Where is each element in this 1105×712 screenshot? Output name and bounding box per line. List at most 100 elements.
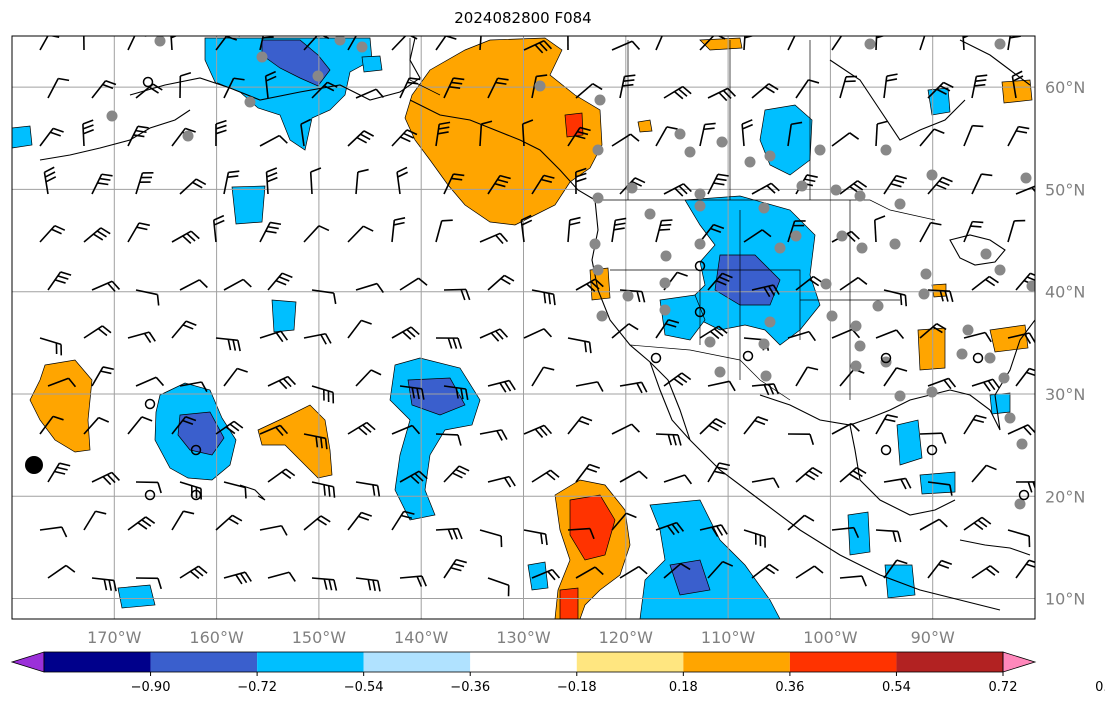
wind-barb [927, 81, 954, 99]
latitude-label: 50°N [1045, 180, 1085, 199]
wind-barb [127, 516, 156, 531]
wind-barb [963, 414, 987, 435]
wind-barb [264, 70, 277, 99]
station-filled [684, 146, 696, 158]
station-filled [760, 370, 772, 382]
border-provinces [627, 40, 811, 200]
wind-barb [655, 219, 673, 243]
wind-barb [347, 36, 357, 51]
wind-barb [575, 278, 604, 292]
wind-barb [267, 272, 293, 291]
station-filled [312, 70, 324, 82]
wind-barb [309, 167, 322, 195]
wind-barb [355, 577, 381, 592]
station-filled [660, 250, 672, 262]
wind-barb [699, 122, 716, 147]
wind-barb [839, 75, 858, 99]
wind-barb [223, 481, 247, 499]
wind-barb [962, 36, 970, 51]
wind-barb [795, 275, 823, 291]
wind-barb [487, 475, 516, 488]
wind-barb [919, 323, 947, 339]
wind-barb [311, 577, 338, 591]
station-filled [820, 278, 832, 290]
colorbar-bin [896, 652, 1003, 672]
latitude-label: 20°N [1045, 487, 1085, 506]
wind-barb [223, 77, 245, 99]
wind-barb [300, 118, 312, 147]
wind-barb [883, 477, 912, 490]
station-open [190, 489, 202, 501]
station-filled [826, 310, 838, 322]
station-filled [256, 51, 268, 63]
station-open [144, 489, 156, 501]
station-open [144, 398, 156, 410]
station-open [926, 444, 938, 456]
wind-barb [83, 510, 107, 531]
station-filled [854, 340, 866, 352]
wind-barb [391, 424, 421, 435]
wind-barb [43, 166, 57, 195]
station-filled [796, 180, 808, 192]
wind-barb [223, 367, 248, 387]
wind-barb [611, 133, 640, 147]
coast-aleutians [39, 109, 191, 161]
wind-barb [396, 166, 408, 195]
station-filled [764, 150, 776, 162]
wind-barb [91, 577, 117, 592]
anomaly-manitoba [637, 119, 653, 133]
wind-barb [179, 178, 207, 195]
wind-barb [1015, 367, 1035, 387]
wind-barb [531, 469, 560, 483]
wind-barb [663, 563, 691, 579]
station-filled [334, 36, 346, 46]
wind-barb [355, 481, 381, 497]
wind-barb [831, 132, 860, 147]
wind-barb [179, 72, 192, 99]
wind-barb [391, 326, 420, 340]
station-filled [790, 230, 802, 242]
wind-barb [751, 477, 780, 489]
colorbar-label: 0.36 [775, 680, 804, 695]
wind-barb [1011, 70, 1024, 99]
wind-barb [831, 422, 860, 435]
station-filled [764, 316, 776, 328]
wind-barb [391, 217, 406, 243]
wind-barb [443, 558, 467, 579]
wind-barb [303, 433, 328, 450]
anomaly-nevada [659, 294, 706, 341]
station-filled [836, 230, 848, 242]
wind-barb [1015, 185, 1035, 195]
wind-barb [521, 119, 534, 147]
station-filled [744, 156, 756, 168]
wind-barb [567, 36, 569, 51]
wind-barb [127, 222, 150, 243]
station-filled [704, 336, 716, 348]
wind-barb [743, 415, 769, 435]
wind-barb [391, 129, 418, 147]
wind-barb [787, 330, 816, 342]
wind-barb [265, 167, 278, 195]
wind-barb [127, 331, 156, 344]
wind-barb [487, 174, 511, 195]
wind-barb [215, 119, 227, 147]
wind-barb [259, 221, 282, 243]
wind-barb [347, 225, 374, 243]
coast-mexico-west [689, 439, 1001, 611]
station-filled [926, 386, 938, 398]
wind-barb [707, 462, 731, 483]
anomaly-hudson [927, 87, 951, 116]
station-filled [926, 169, 938, 181]
wind-barb [699, 325, 728, 340]
colorbar-extend-high [1002, 651, 1037, 673]
anomaly-rockies-core [714, 254, 781, 306]
wind-barb [479, 529, 503, 548]
wind-barb [347, 130, 375, 147]
station-filled [674, 128, 686, 140]
wind-barb [655, 36, 674, 51]
anomaly-north-edge [12, 125, 33, 149]
longitude-label: 90°W [911, 628, 955, 647]
wind-barb [751, 383, 780, 396]
wind-barb [575, 463, 600, 483]
latitude-label: 10°N [1045, 590, 1085, 609]
